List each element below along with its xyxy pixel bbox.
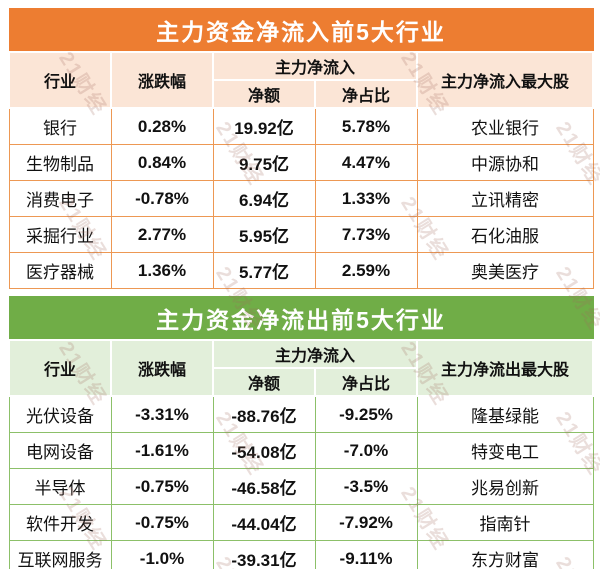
top-stock-cell: 特变电工 xyxy=(416,432,594,469)
table-row: 电网设备 -1.61% -54.08亿 -7.0% 特变电工 xyxy=(8,432,594,469)
outflow-col-net-amount: 净额 xyxy=(212,367,316,397)
net-amount-cell: -46.58亿 xyxy=(212,468,316,505)
table-row: 采掘行业 2.77% 5.95亿 7.73% 石化油服 xyxy=(8,216,594,253)
inflow-col-change: 涨跌幅 xyxy=(110,51,214,109)
inflow-col-industry: 行业 xyxy=(8,51,112,109)
outflow-title: 主力资金净流出前5大行业 xyxy=(8,296,594,341)
change-cell: 1.36% xyxy=(110,252,214,289)
top-stock-cell: 石化油服 xyxy=(416,216,594,253)
industry-cell: 软件开发 xyxy=(8,504,112,541)
top-stock-cell: 中源协和 xyxy=(416,144,594,181)
industry-cell: 电网设备 xyxy=(8,432,112,469)
outflow-col-industry: 行业 xyxy=(8,339,112,397)
change-cell: -0.75% xyxy=(110,504,214,541)
inflow-title: 主力资金净流入前5大行业 xyxy=(8,8,594,53)
net-amount-cell: 19.92亿 xyxy=(212,107,316,145)
industry-cell: 消费电子 xyxy=(8,180,112,217)
net-ratio-cell: 5.78% xyxy=(314,107,418,145)
top-stock-cell: 兆易创新 xyxy=(416,468,594,505)
outflow-table: 主力资金净流出前5大行业 行业 涨跌幅 主力净流入 主力净流出最大股 净额 净占… xyxy=(8,296,595,569)
net-amount-cell: 5.95亿 xyxy=(212,216,316,253)
outflow-col-flow-group: 主力净流入 xyxy=(212,339,418,369)
inflow-table: 主力资金净流入前5大行业 行业 涨跌幅 主力净流入 主力净流入最大股 净额 净占… xyxy=(8,8,595,289)
inflow-col-net-amount: 净额 xyxy=(212,79,316,109)
change-cell: 2.77% xyxy=(110,216,214,253)
table-row: 医疗器械 1.36% 5.77亿 2.59% 奥美医疗 xyxy=(8,252,594,289)
industry-cell: 采掘行业 xyxy=(8,216,112,253)
net-ratio-cell: -9.25% xyxy=(314,395,418,433)
net-ratio-cell: 2.59% xyxy=(314,252,418,289)
change-cell: 0.84% xyxy=(110,144,214,181)
net-amount-cell: -44.04亿 xyxy=(212,504,316,541)
outflow-col-change: 涨跌幅 xyxy=(110,339,214,397)
top-stock-cell: 指南针 xyxy=(416,504,594,541)
inflow-col-top-stock: 主力净流入最大股 xyxy=(415,51,595,109)
outflow-col-net-ratio: 净占比 xyxy=(314,367,418,397)
outflow-col-top-stock: 主力净流出最大股 xyxy=(415,339,595,397)
change-cell: -1.0% xyxy=(110,540,214,569)
net-ratio-cell: -7.92% xyxy=(314,504,418,541)
net-amount-cell: -54.08亿 xyxy=(212,432,316,469)
top-stock-cell: 立讯精密 xyxy=(416,180,594,217)
top-stock-cell: 东方财富 xyxy=(416,540,594,569)
inflow-table-body: 银行 0.28% 19.92亿 5.78% 农业银行 生物制品 0.84% 9.75亿 4.47… xyxy=(8,107,594,289)
table-row: 半导体 -0.75% -46.58亿 -3.5% 兆易创新 xyxy=(8,468,594,505)
change-cell: -3.31% xyxy=(110,395,214,433)
net-ratio-cell: 7.73% xyxy=(314,216,418,253)
change-cell: -0.75% xyxy=(110,468,214,505)
top-stock-cell: 奥美医疗 xyxy=(416,252,594,289)
table-row: 银行 0.28% 19.92亿 5.78% 农业银行 xyxy=(8,107,594,145)
table-row: 互联网服务 -1.0% -39.31亿 -9.11% 东方财富 xyxy=(8,540,594,569)
change-cell: -0.78% xyxy=(110,180,214,217)
change-cell: 0.28% xyxy=(110,107,214,145)
industry-cell: 生物制品 xyxy=(8,144,112,181)
top-stock-cell: 农业银行 xyxy=(416,107,594,145)
net-amount-cell: -39.31亿 xyxy=(212,540,316,569)
industry-cell: 银行 xyxy=(8,107,112,145)
change-cell: -1.61% xyxy=(110,432,214,469)
industry-cell: 半导体 xyxy=(8,468,112,505)
net-ratio-cell: -7.0% xyxy=(314,432,418,469)
inflow-col-net-ratio: 净占比 xyxy=(314,79,418,109)
table-row: 消费电子 -0.78% 6.94亿 1.33% 立讯精密 xyxy=(8,180,594,217)
outflow-table-body: 光伏设备 -3.31% -88.76亿 -9.25% 隆基绿能 电网设备 -1.61% -54… xyxy=(8,395,594,569)
net-ratio-cell: -3.5% xyxy=(314,468,418,505)
industry-cell: 光伏设备 xyxy=(8,395,112,433)
industry-cell: 互联网服务 xyxy=(8,540,112,569)
net-ratio-cell: 1.33% xyxy=(314,180,418,217)
top-stock-cell: 隆基绿能 xyxy=(416,395,594,433)
net-ratio-cell: 4.47% xyxy=(314,144,418,181)
inflow-col-flow-group: 主力净流入 xyxy=(212,51,418,81)
net-amount-cell: 6.94亿 xyxy=(212,180,316,217)
net-amount-cell: 5.77亿 xyxy=(212,252,316,289)
net-amount-cell: 9.75亿 xyxy=(212,144,316,181)
table-row: 光伏设备 -3.31% -88.76亿 -9.25% 隆基绿能 xyxy=(8,395,594,433)
net-amount-cell: -88.76亿 xyxy=(212,395,316,433)
net-ratio-cell: -9.11% xyxy=(314,540,418,569)
table-row: 生物制品 0.84% 9.75亿 4.47% 中源协和 xyxy=(8,144,594,181)
industry-cell: 医疗器械 xyxy=(8,252,112,289)
table-row: 软件开发 -0.75% -44.04亿 -7.92% 指南针 xyxy=(8,504,594,541)
